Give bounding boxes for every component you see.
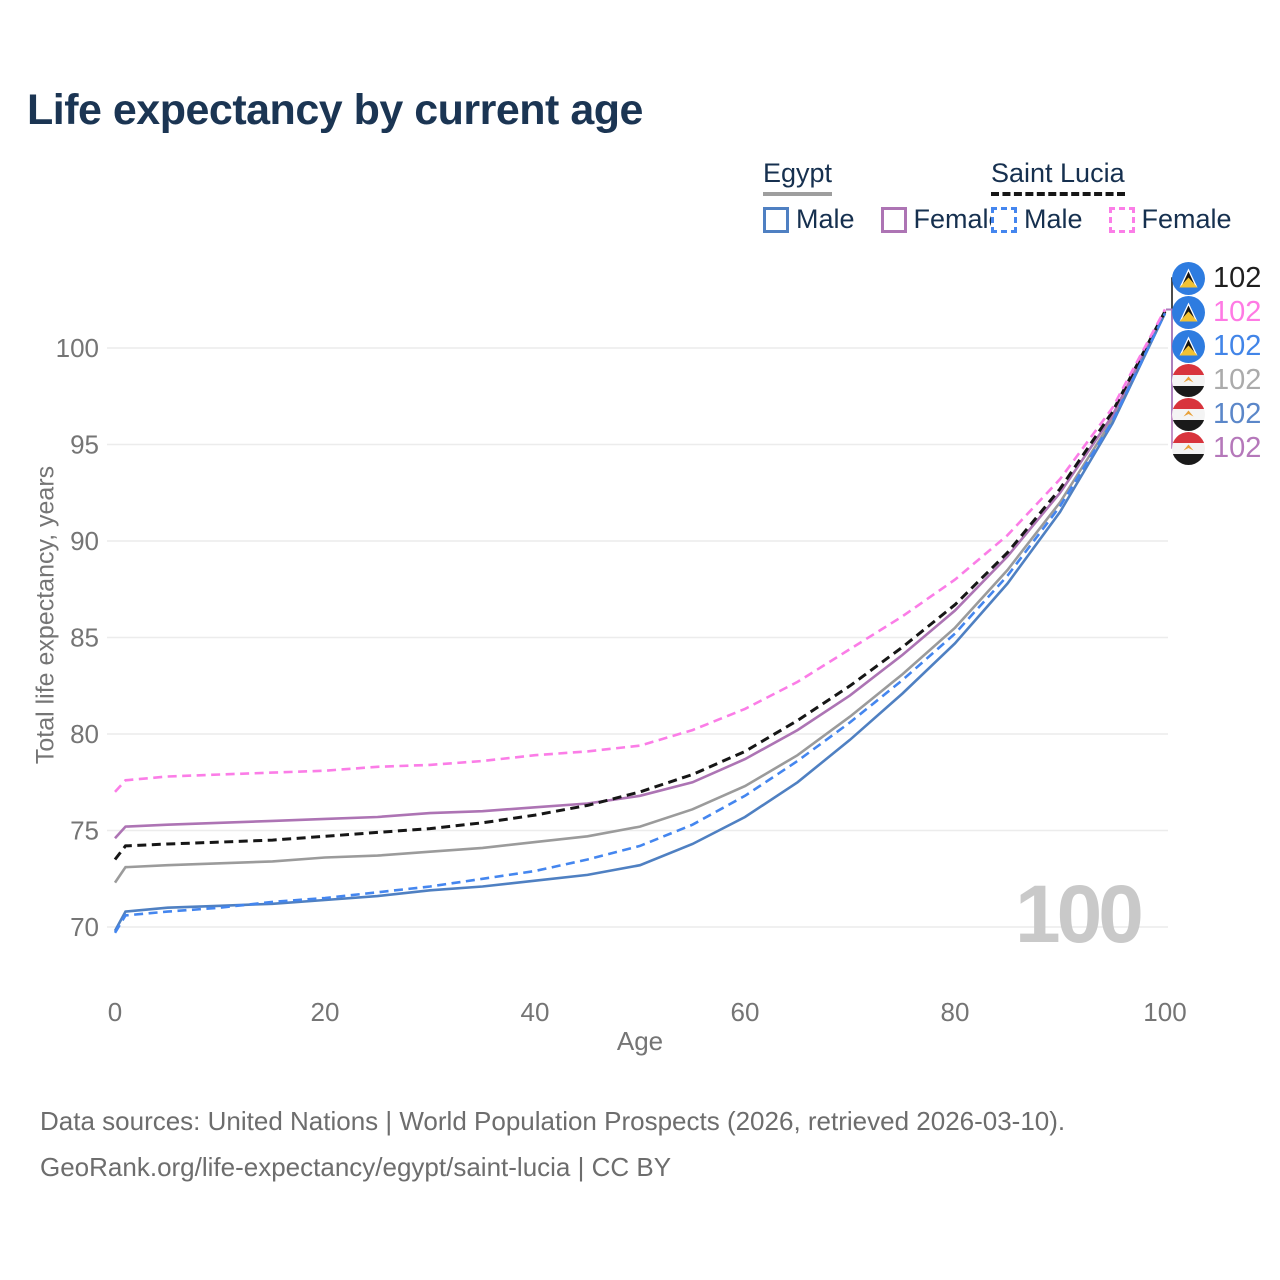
legend-group-saint-lucia: Saint Lucia Male Female: [991, 158, 1232, 235]
legend-items-egypt: Male Female: [763, 204, 1004, 235]
legend-item-label: Female: [913, 204, 1004, 234]
legend-country-egypt[interactable]: Egypt: [763, 158, 833, 196]
age-watermark: 100: [1015, 869, 1144, 960]
x-axis-title: Age: [617, 1026, 663, 1056]
saint-lucia-flag-icon: [1172, 261, 1205, 295]
legend-item-label: Male: [1024, 204, 1083, 234]
end-label-row-egypt-female: 102: [1172, 431, 1261, 465]
saint-lucia-flag-icon: [1172, 329, 1205, 363]
legend-item-label: Female: [1141, 204, 1232, 234]
egypt-male-swatch: [763, 206, 789, 233]
legend-item-saint-lucia-female[interactable]: Female: [1108, 204, 1232, 235]
x-tick-0: 0: [108, 997, 122, 1027]
legend-item-egypt-female[interactable]: Female: [880, 204, 1004, 235]
y-tick-70: 70: [70, 912, 99, 942]
x-tick-60: 60: [731, 997, 760, 1027]
footer-line-1: Data sources: United Nations | World Pop…: [40, 1106, 1066, 1136]
end-label-row-saint-lucia-male: 102: [1172, 329, 1261, 363]
end-label-row-egypt-male: 102: [1172, 397, 1261, 431]
legend-item-egypt-male[interactable]: Male: [763, 204, 855, 235]
end-label-value: 102: [1213, 363, 1262, 396]
series-line-saint-lucia-male: [113, 312, 1167, 934]
y-tick-100: 100: [56, 333, 99, 363]
egypt-flag-icon: [1172, 397, 1205, 431]
legend-item-label: Male: [796, 204, 855, 234]
y-tick-90: 90: [70, 526, 99, 556]
x-tick-80: 80: [941, 997, 970, 1027]
legend-country-saint-lucia[interactable]: Saint Lucia: [991, 158, 1125, 196]
end-label-value: 102: [1213, 295, 1262, 328]
end-label-value: 102: [1213, 431, 1262, 464]
y-tick-85: 85: [70, 623, 99, 653]
legend-group-egypt: Egypt Male Female: [763, 158, 1004, 235]
saint-lucia-female-swatch: [1108, 206, 1135, 233]
legend-item-saint-lucia-male[interactable]: Male: [991, 204, 1083, 235]
saint-lucia-male-swatch: [991, 206, 1017, 233]
footer: Data sources: United Nations | World Pop…: [40, 1106, 1065, 1183]
end-label-value: 102: [1213, 397, 1262, 430]
end-label-value: 102: [1213, 261, 1262, 294]
egypt-flag-icon: [1172, 431, 1205, 465]
series-line-egypt-all: [113, 312, 1167, 884]
x-tick-100: 100: [1143, 997, 1186, 1027]
end-label-value: 102: [1213, 329, 1262, 362]
legend-items-saint-lucia: Male Female: [991, 204, 1232, 235]
y-tick-95: 95: [70, 430, 99, 460]
page-title: Life expectancy by current age: [27, 86, 643, 134]
series-line-egypt-male: [113, 312, 1167, 932]
saint-lucia-flag-icon: [1172, 295, 1205, 329]
y-axis-title: Total life expectancy, years: [31, 465, 60, 765]
egypt-flag-icon: [1172, 363, 1205, 397]
series-line-saint-lucia-all: [113, 310, 1167, 861]
x-tick-20: 20: [311, 997, 340, 1027]
legend: Egypt Male Female Saint Lucia Male: [0, 158, 1280, 248]
end-label-row-saint-lucia-all: 102: [1172, 261, 1261, 295]
egypt-female-swatch: [880, 206, 907, 233]
end-label-row-egypt-all: 102: [1172, 363, 1261, 397]
series-line-saint-lucia-female: [114, 308, 1167, 793]
end-label-row-saint-lucia-female: 102: [1172, 295, 1261, 329]
footer-line-2: GeoRank.org/life-expectancy/egypt/saint-…: [40, 1152, 672, 1182]
y-tick-75: 75: [70, 816, 99, 846]
y-tick-80: 80: [70, 719, 99, 749]
x-tick-40: 40: [521, 997, 550, 1027]
